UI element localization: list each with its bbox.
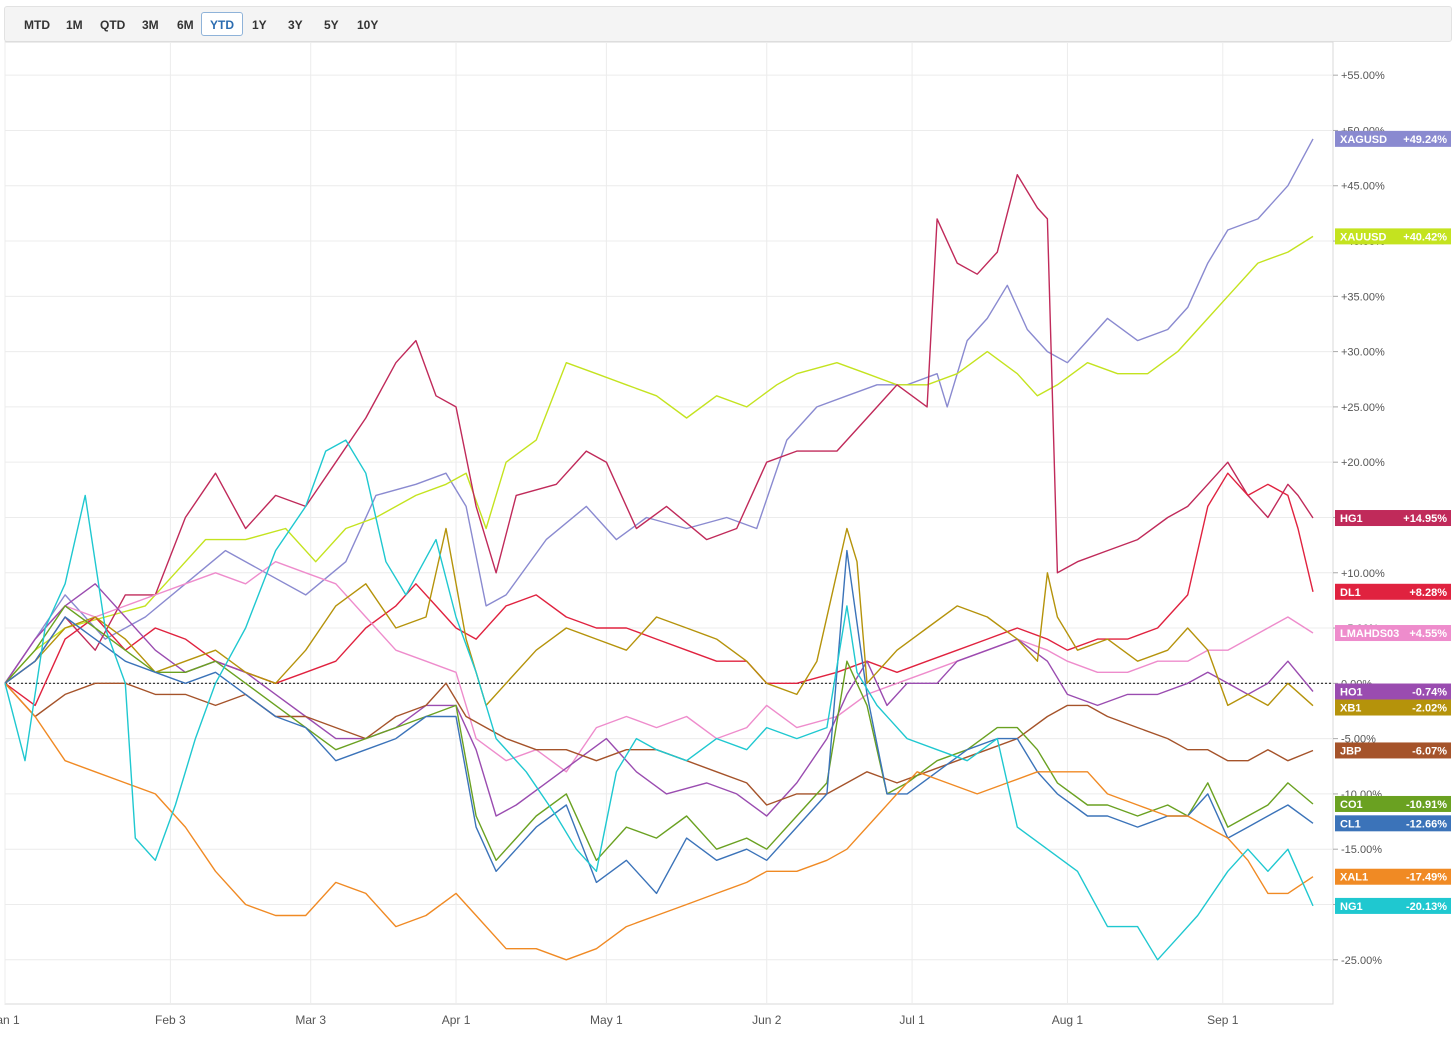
value-label-ticker: XAUUSD: [1340, 231, 1387, 243]
range-tab-qtd[interactable]: QTD: [100, 18, 126, 32]
y-tick-label: -15.00%: [1341, 844, 1382, 856]
value-label-pct: -6.07%: [1412, 745, 1447, 757]
y-tick-label: +30.00%: [1341, 347, 1385, 359]
value-label-bg: [1335, 815, 1451, 832]
x-tick-label: Jan 1: [0, 1013, 20, 1027]
x-tick-label: Jul 1: [899, 1013, 925, 1027]
range-tab-10y[interactable]: 10Y: [357, 18, 379, 32]
series-line-silver: [4, 138, 1314, 684]
range-tab-1m[interactable]: 1M: [66, 18, 83, 32]
value-label-ticker: XAGUSD: [1340, 134, 1387, 146]
value-label-bg: [1335, 742, 1451, 759]
value-label-bg: [1335, 583, 1451, 600]
value-label-ticker: JBP: [1340, 745, 1361, 757]
value-label-ticker: XB1: [1340, 703, 1361, 715]
value-label-ticker: CL1: [1340, 818, 1361, 830]
y-tick-label: -25.00%: [1341, 955, 1382, 967]
range-tab-1y[interactable]: 1Y: [252, 18, 267, 32]
value-label-bg: [1335, 510, 1451, 527]
value-label-bg: [1335, 625, 1451, 642]
x-tick-label: Mar 3: [295, 1013, 326, 1027]
series-line-gold: [4, 235, 1314, 684]
range-tab-mtd[interactable]: MTD: [24, 18, 50, 32]
y-tick-label: +55.00%: [1341, 70, 1385, 82]
value-label-ticker: CO1: [1340, 799, 1363, 811]
range-tab-3m[interactable]: 3M: [142, 18, 159, 32]
value-label-bg: [1335, 868, 1451, 885]
y-tick-label: +10.00%: [1341, 568, 1385, 580]
series-line-brent-crude-oil: [4, 605, 1314, 861]
value-label-pct: -10.91%: [1406, 799, 1447, 811]
value-label-bg: [1335, 795, 1451, 812]
value-label-pct: -2.02%: [1412, 703, 1447, 715]
x-tick-label: Feb 3: [155, 1013, 186, 1027]
value-label-ticker: LMAHDS03: [1340, 628, 1399, 640]
value-label-pct: +4.55%: [1409, 628, 1447, 640]
value-label-pct: -12.66%: [1406, 818, 1447, 830]
range-tab-3y[interactable]: 3Y: [288, 18, 303, 32]
value-label-bg: [1335, 683, 1451, 700]
series-line-aluminum: [4, 561, 1314, 773]
range-tab-ytd[interactable]: YTD: [201, 12, 243, 36]
range-tab-5y[interactable]: 5Y: [324, 18, 339, 32]
series-line-natural-gas: [4, 439, 1314, 961]
value-label-pct: +14.95%: [1403, 513, 1447, 525]
range-tab-6m[interactable]: 6M: [177, 18, 194, 32]
x-tick-label: Sep 1: [1207, 1013, 1239, 1027]
series-line-wti-crude-oil: [4, 549, 1314, 895]
value-label-pct: +49.24%: [1403, 134, 1447, 146]
value-label-ticker: NG1: [1340, 901, 1363, 913]
x-tick-label: May 1: [590, 1013, 623, 1027]
value-label-bg: [1335, 897, 1451, 914]
value-label-pct: +8.28%: [1409, 587, 1447, 599]
value-label-bg: [1335, 228, 1451, 245]
value-label-ticker: HG1: [1340, 513, 1363, 525]
y-tick-label: +20.00%: [1341, 457, 1385, 469]
value-label-bg: [1335, 130, 1451, 147]
value-label-pct: +40.42%: [1403, 231, 1447, 243]
y-tick-label: +45.00%: [1341, 181, 1385, 193]
value-label-ticker: HO1: [1340, 687, 1363, 699]
x-tick-label: Apr 1: [442, 1013, 471, 1027]
value-label-pct: -17.49%: [1406, 872, 1447, 884]
range-selector: MTD 1M QTD 3M 6M YTD 1Y 3Y 5Y 10Y: [4, 6, 1452, 42]
y-tick-label: +35.00%: [1341, 291, 1385, 303]
value-label-ticker: XAL1: [1340, 872, 1368, 884]
value-label-ticker: DL1: [1340, 587, 1361, 599]
series-line-gasoline: [4, 527, 1314, 707]
series-line-copper: [4, 174, 1314, 684]
value-label-pct: -20.13%: [1406, 901, 1447, 913]
x-tick-label: Jun 2: [752, 1013, 782, 1027]
x-tick-label: Aug 1: [1052, 1013, 1084, 1027]
y-tick-label: +25.00%: [1341, 402, 1385, 414]
value-label-bg: [1335, 699, 1451, 716]
series-line-coal: [4, 682, 1314, 961]
value-label-pct: -0.74%: [1412, 687, 1447, 699]
